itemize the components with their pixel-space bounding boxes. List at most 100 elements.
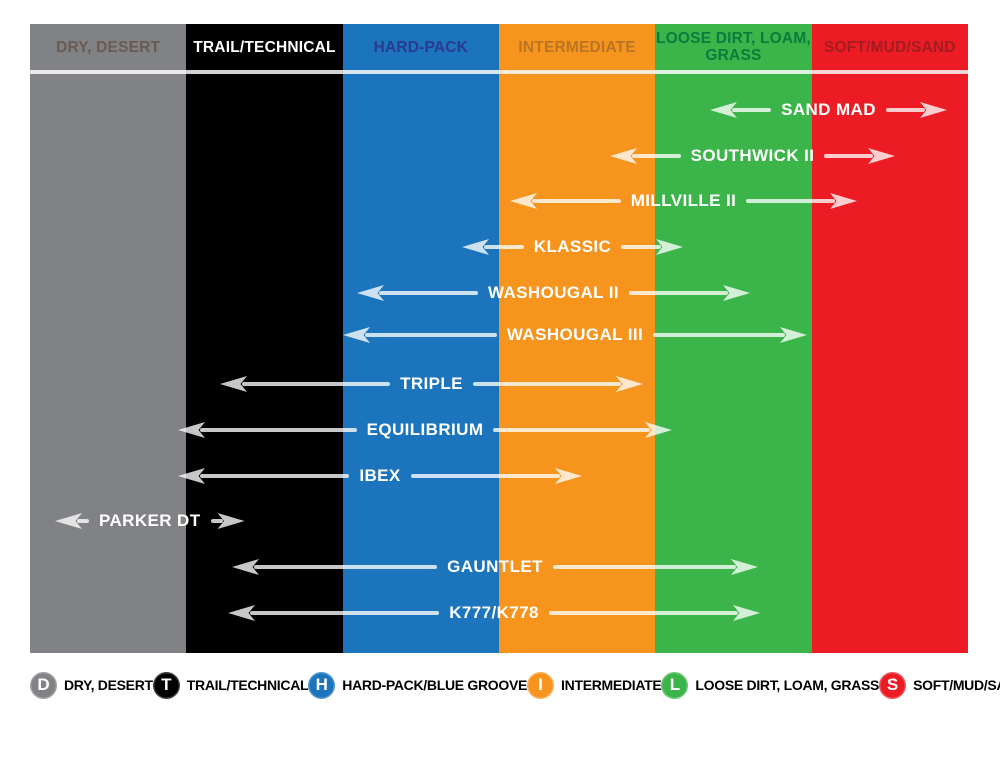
- model-label: IBEX: [359, 466, 401, 485]
- arrow-right-icon: [653, 327, 808, 343]
- arrow-shaft: [210, 519, 223, 523]
- arrow-left-icon: [232, 559, 438, 575]
- arrow-right-icon: [621, 239, 684, 255]
- arrow-shaft: [552, 565, 736, 569]
- model-label: GAUNTLET: [447, 557, 543, 576]
- arrow-right-icon: [410, 468, 582, 484]
- arrow-right-icon: [746, 193, 857, 209]
- model-label: TRIPLE: [400, 374, 463, 393]
- legend-item-h: H HARD-PACK/BLUE GROOVE: [308, 671, 528, 699]
- model-row-triple: TRIPLE: [220, 371, 644, 397]
- column-header-loose-dirt-loam-grass: LOOSE DIRT, LOAM, GRASS: [655, 30, 811, 64]
- arrow-shaft: [200, 474, 350, 478]
- model-row-southwick-ii: SOUTHWICK II: [610, 143, 896, 169]
- badge-letter: T: [161, 675, 172, 694]
- legend-label: INTERMEDIATE: [561, 677, 662, 693]
- arrow-shaft: [365, 333, 497, 337]
- arrow-right-icon: [629, 285, 751, 301]
- arrow-right-icon: [210, 513, 245, 529]
- arrow-shaft: [548, 611, 739, 615]
- arrow-left-icon: [178, 422, 357, 438]
- arrow-shaft: [824, 154, 874, 158]
- legend-label: LOOSE DIRT, LOAM, GRASS: [695, 677, 880, 693]
- column-hard-pack: HARD-PACK: [342, 24, 499, 653]
- arrow-left-icon: [220, 376, 391, 392]
- column-dry-desert: DRY, DESERT: [30, 24, 187, 653]
- arrow-shaft: [410, 474, 560, 478]
- model-row-ibex: IBEX: [178, 463, 582, 489]
- badge-letter: H: [315, 675, 328, 694]
- arrow-shaft: [532, 199, 621, 203]
- column-soft-mud-sand: SOFT/MUD/SAND: [811, 24, 968, 653]
- arrow-right-icon: [885, 102, 947, 118]
- arrow-shaft: [632, 154, 681, 158]
- terrain-badge-icon-i: I: [527, 671, 555, 699]
- arrow-shaft: [746, 199, 835, 203]
- terrain-badge-icon-d: D: [30, 671, 57, 699]
- arrow-right-icon: [472, 376, 644, 392]
- arrow-left-icon: [343, 327, 497, 343]
- legend-label: HARD-PACK/BLUE GROOVE: [342, 677, 528, 693]
- arrow-shaft: [200, 428, 357, 432]
- terrain-badge-icon-h: H: [308, 671, 336, 699]
- model-row-parker-dt: PARKER DT: [55, 508, 245, 534]
- legend-item-s: S SOFT/MUD/SAND: [879, 671, 1000, 699]
- arrow-right-icon: [493, 422, 673, 438]
- legend-item-d: D DRY, DESERT: [30, 671, 153, 699]
- model-label: K777/K778: [449, 603, 539, 622]
- model-label: WASHOUGAL II: [487, 283, 620, 302]
- model-row-millville-ii: MILLVILLE II: [510, 188, 857, 214]
- column-intermediate: INTERMEDIATE: [498, 24, 656, 653]
- column-trail-technical: TRAIL/TECHNICAL: [186, 24, 343, 653]
- column-header-hard-pack: HARD-PACK: [373, 38, 469, 56]
- arrow-shaft: [484, 245, 524, 249]
- legend-item-l: L LOOSE DIRT, LOAM, GRASS: [661, 671, 880, 699]
- terrain-columns: DRY, DESERT TRAIL/TECHNICAL HARD-PACK INTER…: [30, 24, 968, 653]
- model-row-klassic: KLASSIC: [462, 234, 684, 260]
- arrow-left-icon: [462, 239, 524, 255]
- arrow-left-icon: [228, 605, 440, 621]
- badge-letter: D: [37, 675, 50, 694]
- arrow-shaft: [242, 382, 391, 386]
- legend-label: DRY, DESERT: [64, 677, 153, 693]
- model-row-washougal-iii: WASHOUGAL III: [343, 322, 808, 348]
- model-label: WASHOUGAL III: [506, 325, 644, 344]
- column-header-intermediate: INTERMEDIATE: [518, 38, 636, 56]
- model-label: SOUTHWICK II: [690, 146, 815, 165]
- model-label: SAND MAD: [781, 100, 876, 119]
- column-header-dry-desert: DRY, DESERT: [56, 38, 161, 56]
- terrain-badge-icon-t: T: [152, 671, 180, 699]
- model-row-equilibrium: EQUILIBRIUM: [178, 417, 673, 443]
- arrow-left-icon: [55, 513, 89, 529]
- arrow-right-icon: [824, 148, 896, 164]
- header-separator-line: [30, 70, 968, 74]
- arrow-left-icon: [610, 148, 681, 164]
- arrow-shaft: [472, 382, 622, 386]
- arrow-shaft: [653, 333, 786, 337]
- terrain-badge-icon-l: L: [661, 671, 689, 699]
- arrow-shaft: [732, 108, 772, 112]
- model-row-k777-k778: K777/K778: [228, 600, 761, 626]
- column-header-soft-mud-sand: SOFT/MUD/SAND: [823, 38, 956, 56]
- legend-label: SOFT/MUD/SAND: [913, 677, 1000, 693]
- badge-letter: I: [538, 675, 543, 694]
- model-label: EQUILIBRIUM: [366, 420, 484, 439]
- arrow-left-icon: [510, 193, 621, 209]
- model-label: PARKER DT: [99, 511, 201, 530]
- model-row-gauntlet: GAUNTLET: [232, 554, 758, 580]
- model-row-sand-mad: SAND MAD: [710, 97, 947, 123]
- model-row-washougal-ii: WASHOUGAL II: [357, 280, 751, 306]
- terrain-badge-icon-s: S: [879, 671, 907, 699]
- legend-item-t: T TRAIL/TECHNICAL: [152, 671, 309, 699]
- badge-letter: S: [886, 675, 899, 694]
- column-header-trail-technical: TRAIL/TECHNICAL: [193, 38, 336, 56]
- terrain-legend: D DRY, DESERT T TRAIL/TECHNICAL H HARD-PACK/B…: [30, 670, 1000, 700]
- arrow-shaft: [629, 291, 729, 295]
- arrow-shaft: [379, 291, 478, 295]
- model-label: MILLVILLE II: [630, 191, 737, 210]
- arrow-left-icon: [357, 285, 478, 301]
- legend-label: TRAIL/TECHNICAL: [186, 677, 309, 693]
- arrow-shaft: [621, 245, 662, 249]
- arrow-right-icon: [552, 559, 758, 575]
